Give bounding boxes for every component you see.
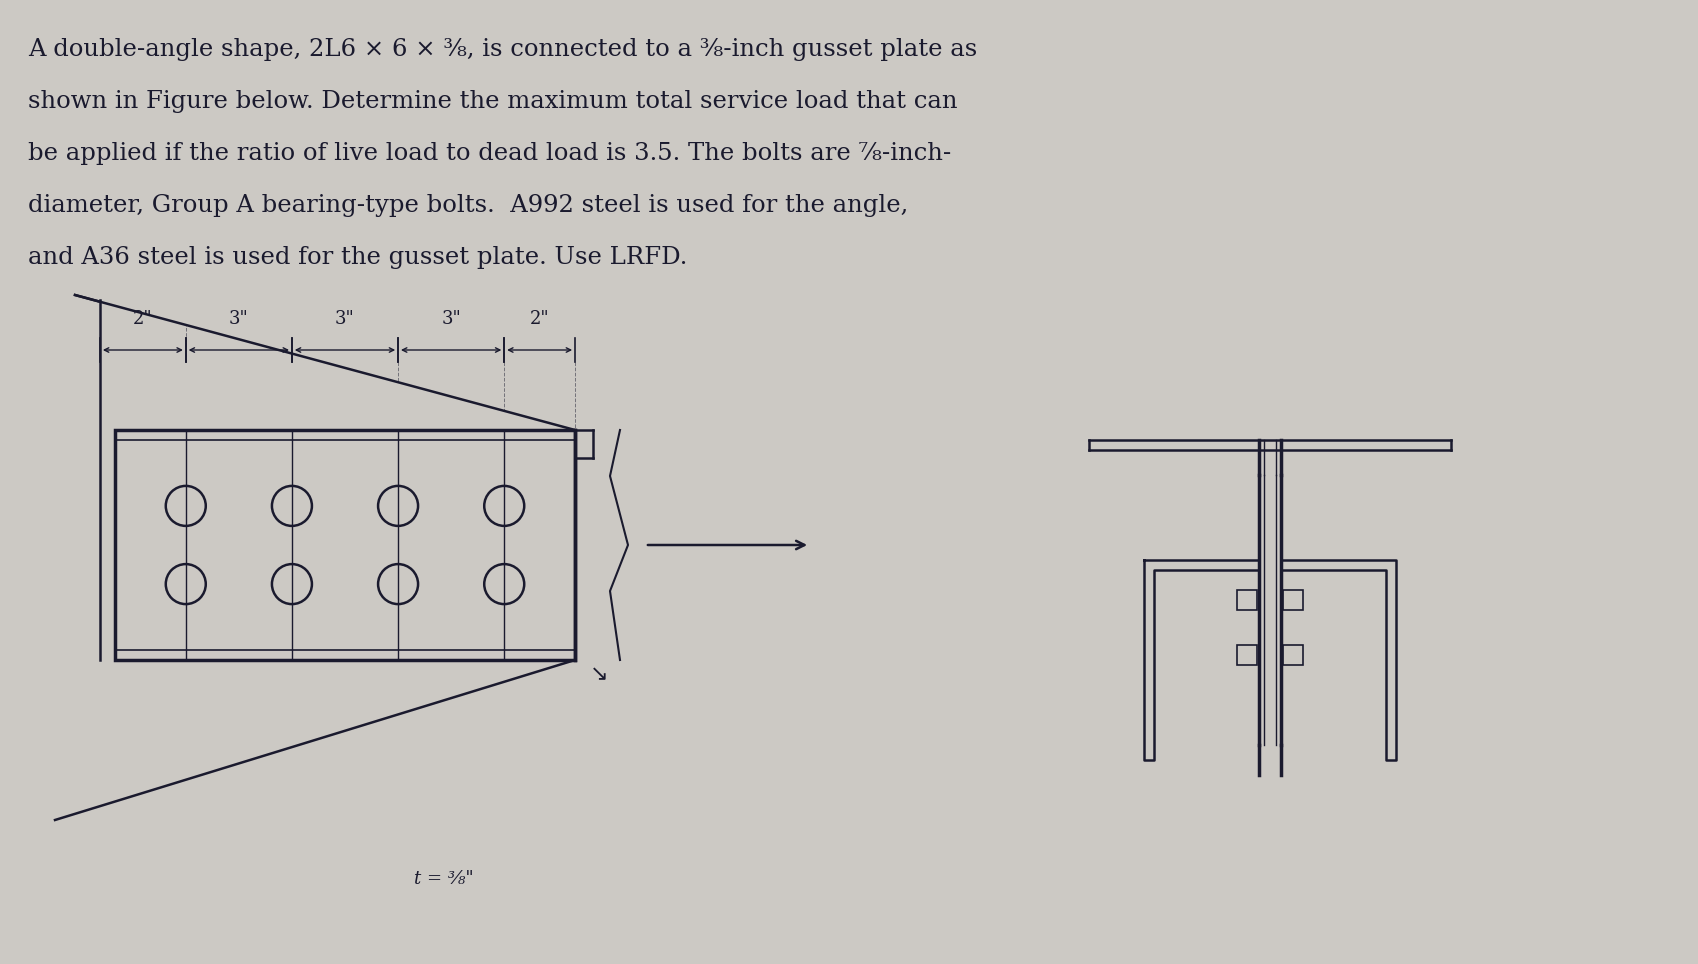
Bar — [1282, 590, 1302, 610]
Text: ↘: ↘ — [589, 664, 608, 684]
Bar — [1236, 590, 1257, 610]
Text: t = ³⁄₈": t = ³⁄₈" — [414, 870, 474, 888]
Bar — [1236, 645, 1257, 665]
Text: be applied if the ratio of live load to dead load is 3.5. The bolts are ⁷⁄₈-inch: be applied if the ratio of live load to … — [27, 142, 951, 165]
Text: shown in Figure below. Determine the maximum total service load that can: shown in Figure below. Determine the max… — [27, 90, 958, 113]
Bar — [115, 430, 574, 660]
Text: 3": 3" — [441, 310, 460, 328]
Text: and A36 steel is used for the gusset plate. Use LRFD.: and A36 steel is used for the gusset pla… — [27, 246, 688, 269]
Text: 2": 2" — [132, 310, 153, 328]
Text: 3": 3" — [335, 310, 355, 328]
Text: A double-angle shape, 2L6 × 6 × ³⁄₈, is connected to a ³⁄₈-inch gusset plate as: A double-angle shape, 2L6 × 6 × ³⁄₈, is … — [27, 38, 976, 61]
Text: diameter, Group A bearing-type bolts.  A992 steel is used for the angle,: diameter, Group A bearing-type bolts. A9… — [27, 194, 908, 217]
Text: 3": 3" — [229, 310, 248, 328]
Text: 2": 2" — [530, 310, 548, 328]
Bar — [1282, 645, 1302, 665]
